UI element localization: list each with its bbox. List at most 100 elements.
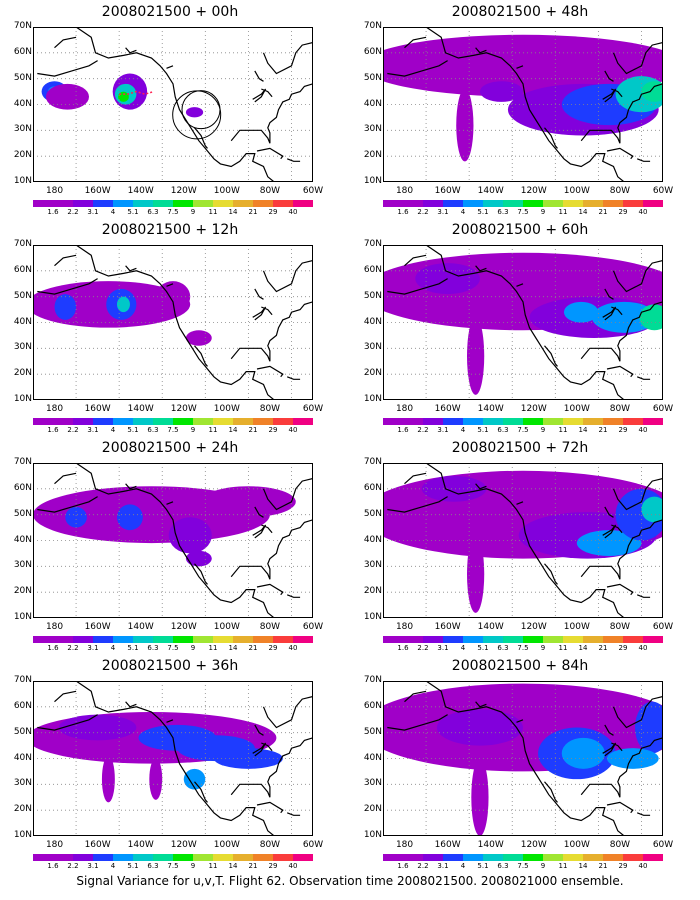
colorbar-label: 21	[598, 644, 608, 652]
colorbar-swatch	[93, 854, 113, 861]
colorbar-swatch	[253, 636, 273, 643]
chart-panel: 2008021500 + 72h 70N 60N 50N 40N 30N 20N 10N 180…	[350, 436, 690, 652]
colorbar-swatch	[153, 636, 173, 643]
coastline	[602, 742, 617, 757]
coastline	[125, 47, 137, 54]
y-tick-label: 30N	[363, 560, 382, 571]
colorbar-label: 7.5	[517, 644, 529, 652]
colorbar-swatch	[193, 200, 213, 207]
colorbar-swatch	[153, 200, 173, 207]
y-tick-label: 60N	[13, 700, 32, 711]
y-tick-label: 20N	[13, 804, 32, 815]
colorbar-label: 5.1	[477, 862, 489, 870]
x-tick-label: 160W	[434, 186, 461, 196]
y-tick-label: 10N	[13, 830, 32, 840]
coastline	[606, 365, 634, 378]
x-tick-label: 80W	[259, 622, 281, 632]
colorbar-swatch	[383, 418, 403, 425]
colorbar-label: 11	[208, 644, 218, 652]
colorbar-swatch	[423, 200, 443, 207]
colorbar-swatch	[233, 636, 253, 643]
colorbar-swatch	[73, 636, 93, 643]
chart-title: 2008021500 + 60h	[451, 222, 589, 238]
colorbar-swatch	[523, 200, 543, 207]
coastline	[516, 283, 524, 287]
coastline	[404, 472, 427, 485]
x-tick-label: 100W	[563, 404, 590, 414]
colorbar-label: 40	[638, 208, 648, 216]
coastline	[612, 259, 663, 293]
map-frame	[383, 27, 663, 182]
coastline	[54, 472, 77, 485]
coastline	[262, 477, 313, 511]
colorbar-label: 1.6	[397, 208, 409, 216]
coastline	[254, 506, 264, 518]
colorbar-label: 4	[460, 862, 466, 870]
y-tick-label: 40N	[13, 316, 32, 327]
colorbar-swatch	[643, 200, 663, 207]
coastline	[636, 594, 651, 598]
map-plot	[33, 27, 313, 182]
coastline	[166, 65, 174, 69]
colorbar-swatch	[563, 854, 583, 861]
y-tick-label: 60N	[363, 482, 382, 493]
coastline	[611, 742, 623, 752]
colorbar-swatch	[603, 636, 623, 643]
colorbar-swatch	[33, 200, 53, 207]
coastline	[604, 288, 614, 300]
coastline	[286, 376, 301, 380]
colorbar-label: 9	[190, 426, 196, 434]
colorbar-swatch	[523, 854, 543, 861]
x-tick-label: 60W	[652, 622, 674, 632]
colorbar-label: 40	[288, 208, 298, 216]
colorbar-swatch	[273, 636, 293, 643]
colorbar-label: 6.3	[497, 426, 509, 434]
y-tick-label: 10N	[363, 394, 382, 404]
coastline	[37, 278, 98, 295]
y-tick-label: 10N	[363, 612, 382, 622]
y-tick-label: 50N	[363, 726, 382, 737]
y-tick-label: 30N	[363, 124, 382, 135]
colorbar-label: 14	[578, 426, 588, 434]
variance-blob	[149, 758, 163, 800]
coastline	[636, 376, 651, 380]
colorbar-swatch	[113, 636, 133, 643]
colorbar-label: 14	[578, 208, 588, 216]
x-tick-label: 80W	[609, 186, 631, 196]
x-tick-label: 140W	[127, 622, 154, 632]
colorbar-swatch	[173, 854, 193, 861]
chart-panel: 2008021500 + 24h 70N 60N 50N 40N 30N 20N 10N 180…	[0, 436, 340, 652]
colorbar-label: 7.5	[517, 208, 529, 216]
colorbar-swatch	[503, 854, 523, 861]
x-tick-label: 160W	[434, 622, 461, 632]
chart-panel: 2008021500 + 36h 70N 60N 50N 40N 30N 20N 10N 180…	[0, 654, 340, 870]
y-tick-label: 50N	[13, 726, 32, 737]
colorbar-label: 3.1	[437, 426, 449, 434]
x-tick-label: 180	[395, 622, 414, 632]
map-plot	[383, 27, 663, 182]
y-tick-label: 40N	[363, 752, 382, 763]
coastline	[425, 463, 625, 618]
chart-title: 2008021500 + 00h	[101, 4, 239, 20]
coastline	[387, 278, 448, 295]
y-tick-label: 60N	[13, 46, 32, 57]
colorbar-swatch	[463, 636, 483, 643]
colorbar-swatch	[213, 200, 233, 207]
variance-blob	[415, 263, 480, 295]
y-tick-label: 30N	[13, 124, 32, 135]
y-tick-label: 20N	[363, 586, 382, 597]
coastline	[611, 524, 623, 534]
y-tick-label: 20N	[363, 150, 382, 161]
x-tick-label: 140W	[127, 404, 154, 414]
coastline	[286, 594, 301, 598]
variance-blob	[183, 768, 206, 790]
variance-blob	[456, 89, 474, 162]
colorbar-label: 9	[540, 644, 546, 652]
colorbar-swatch	[503, 418, 523, 425]
y-tick-label: 70N	[363, 239, 382, 249]
colorbar-swatch	[583, 200, 603, 207]
colorbar-label: 29	[268, 862, 278, 870]
colorbar-swatch	[273, 200, 293, 207]
colorbar-label: 3.1	[87, 426, 99, 434]
coastline	[475, 47, 487, 54]
